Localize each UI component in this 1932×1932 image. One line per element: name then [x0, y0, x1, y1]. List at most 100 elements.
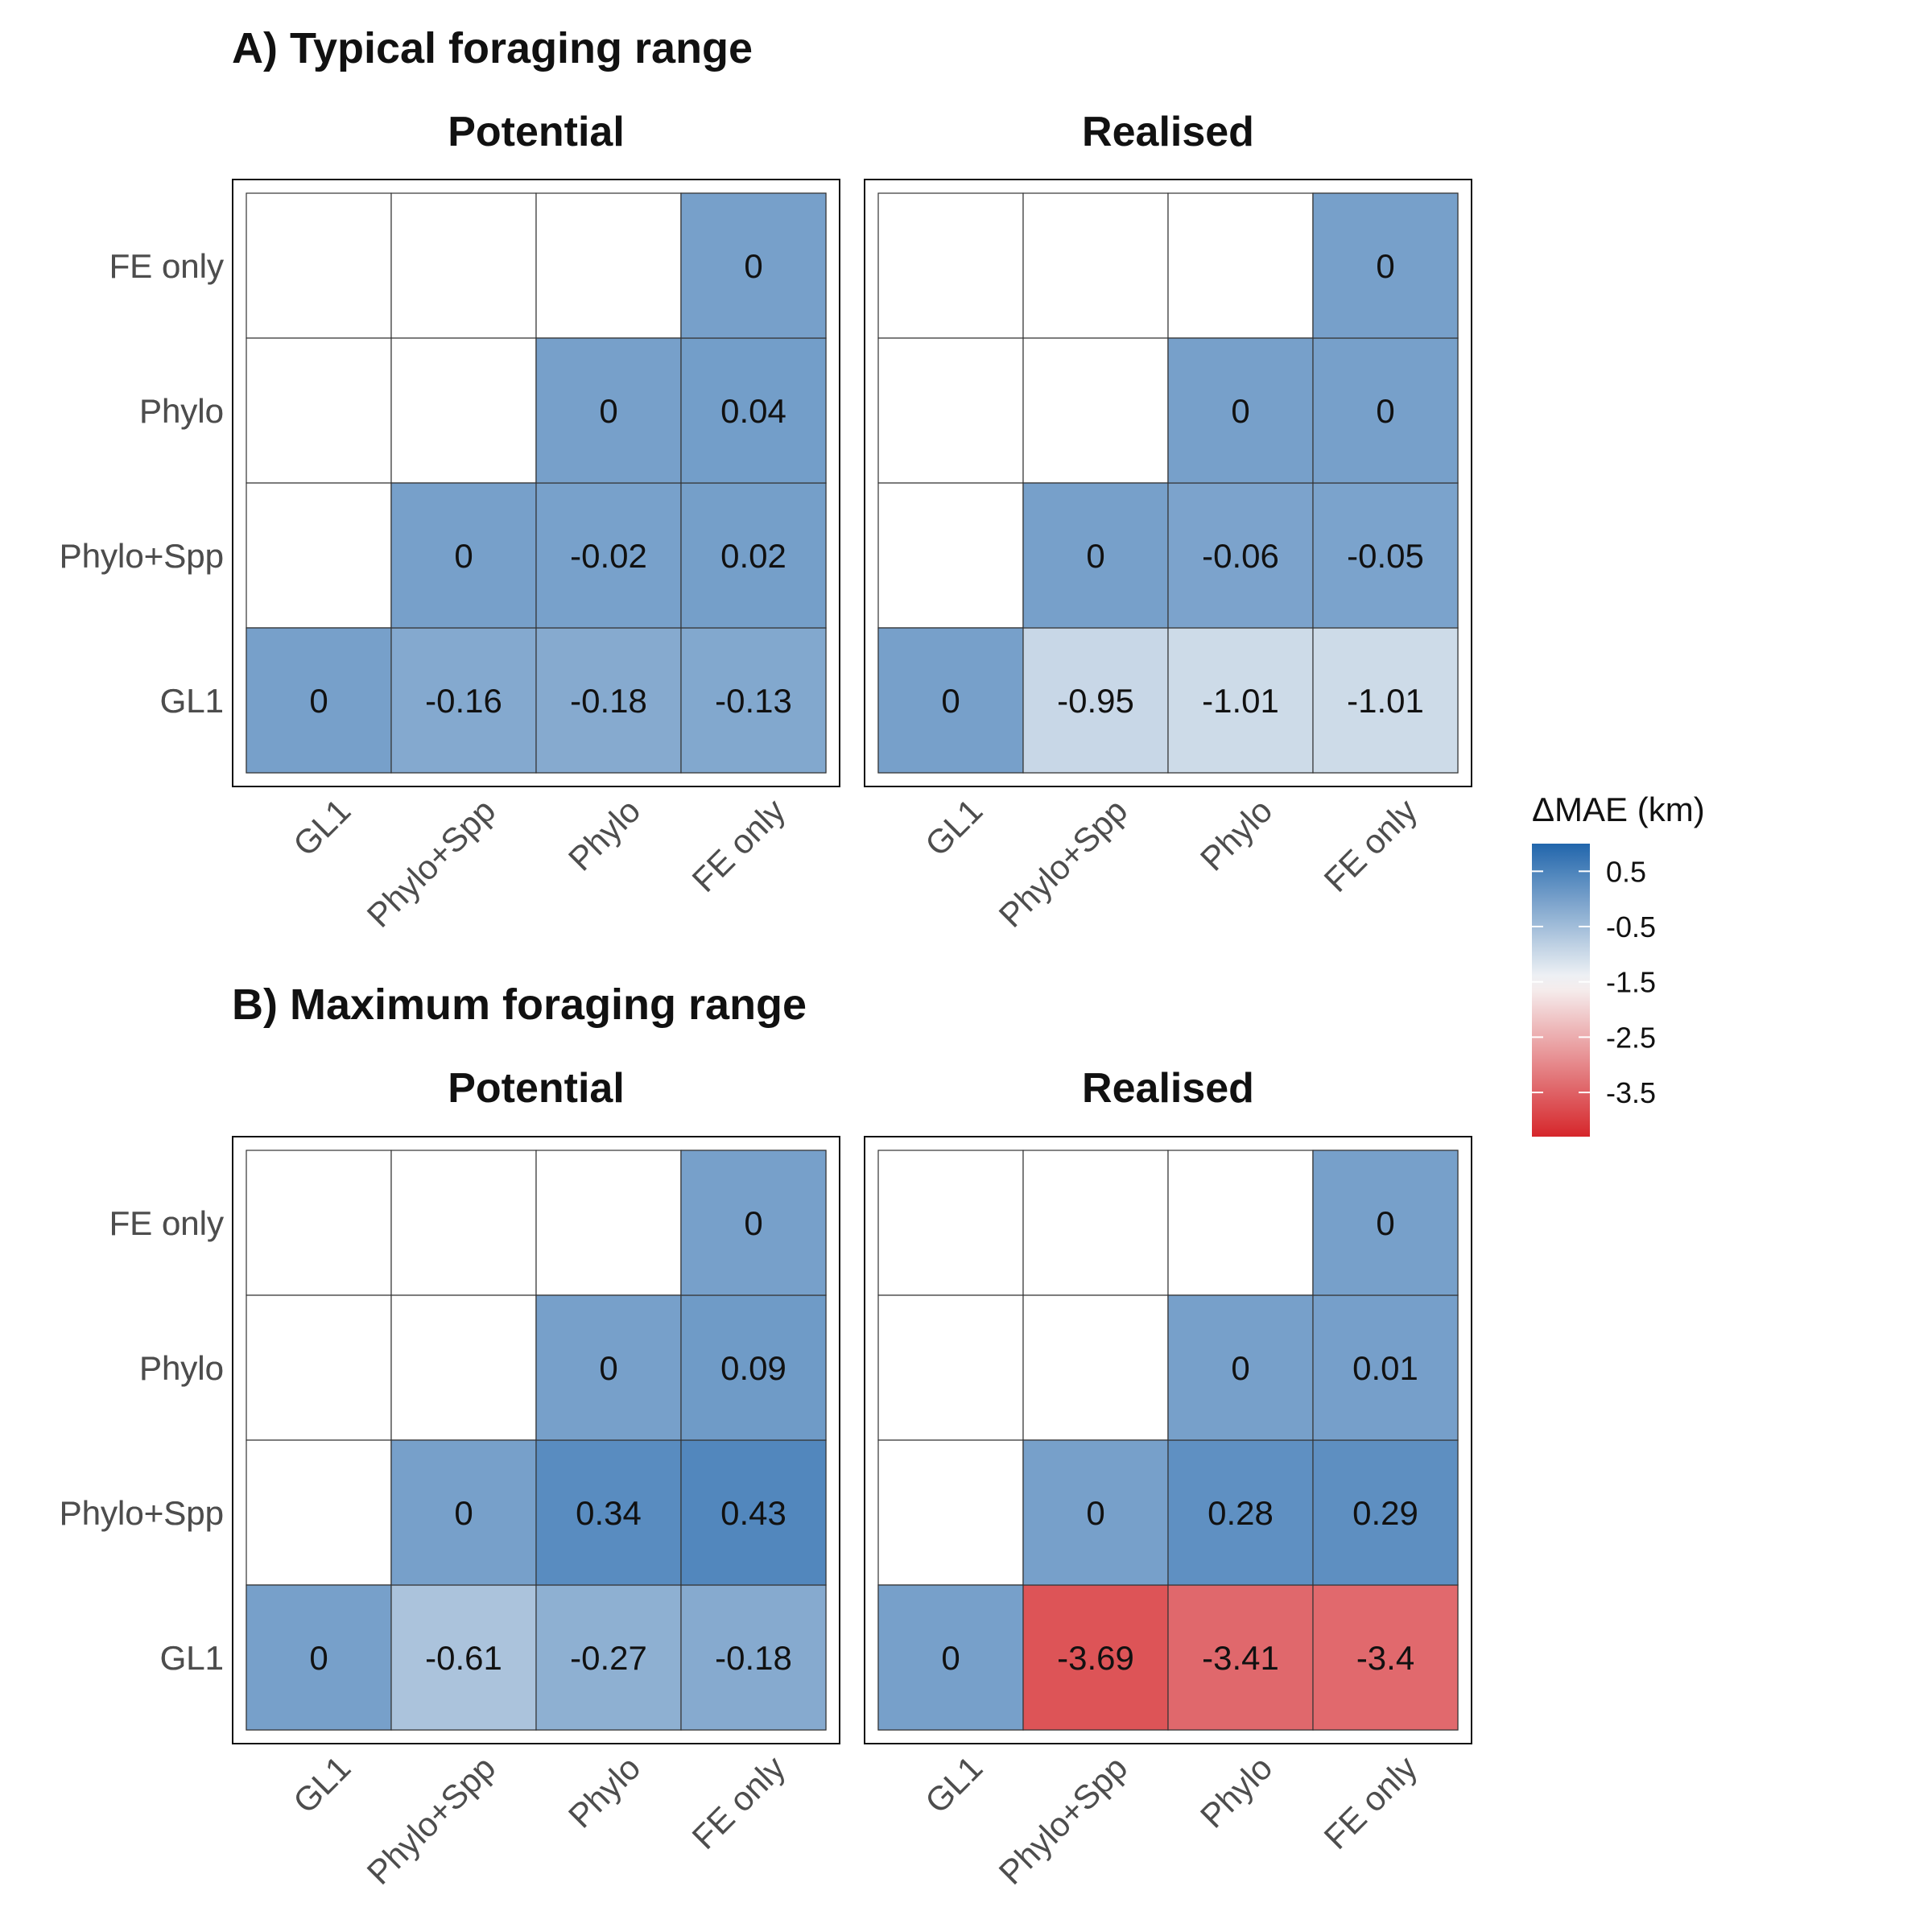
heatmap-cell [680, 1584, 827, 1731]
x-tick-label: Phylo+Spp [360, 791, 503, 935]
y-tick-label: GL1 [160, 1639, 224, 1677]
cell-value-label: 0 [744, 1204, 762, 1242]
legend-title: ΔMAE (km) [1532, 791, 1705, 828]
heatmap-cell [1312, 482, 1459, 629]
section-title: A) Typical foraging range [232, 24, 753, 72]
heatmap-cell [1312, 1439, 1459, 1586]
heatmap-cell [1312, 192, 1459, 339]
x-tick-label: Phylo [1193, 791, 1280, 878]
grid-cell [1022, 1294, 1169, 1441]
cell-value-label: 0 [1376, 1204, 1394, 1242]
cell-value-label: -0.27 [570, 1639, 647, 1677]
heatmap-cell [877, 627, 1024, 774]
heatmap-cell [535, 1439, 682, 1586]
cell-value-label: -0.61 [425, 1639, 502, 1677]
heatmap-cell [1167, 1439, 1314, 1586]
x-tick-label: GL1 [918, 791, 989, 863]
grid-cell [877, 482, 1024, 629]
cell-value-label: 0 [941, 682, 960, 720]
x-tick-label: FE only [684, 1748, 792, 1856]
heatmap-cell [1312, 1294, 1459, 1441]
y-tick-label: Phylo+Spp [60, 1494, 224, 1532]
cell-value-label: -3.41 [1202, 1639, 1279, 1677]
cell-value-label: 0.29 [1352, 1494, 1418, 1532]
cell-value-label: 0.04 [720, 392, 786, 430]
heatmap-cell [1312, 1584, 1459, 1731]
cell-value-label: 0 [941, 1639, 960, 1677]
x-tick-label: GL1 [286, 791, 357, 863]
heatmap-cell [1312, 1150, 1459, 1296]
panel-border [864, 179, 1472, 787]
cell-value-label: -0.13 [715, 682, 792, 720]
grid-cell [246, 192, 392, 339]
heatmap-cell [535, 337, 682, 484]
y-tick-label: FE only [109, 1204, 224, 1242]
cell-value-label: 0.01 [1352, 1349, 1418, 1387]
grid-cell [246, 1294, 392, 1441]
grid-cell [390, 1294, 537, 1441]
legend-tick-label: -0.5 [1606, 910, 1656, 943]
cell-value-label: -0.18 [570, 682, 647, 720]
cell-value-label: -3.4 [1356, 1639, 1414, 1677]
heatmap-cell [246, 1584, 392, 1731]
heatmap-cell [1167, 1294, 1314, 1441]
grid-cell [246, 337, 392, 484]
panel-border [232, 179, 840, 787]
heatmap-cell [1167, 482, 1314, 629]
legend-tick-label: -2.5 [1606, 1021, 1656, 1054]
heatmap-cell [390, 482, 537, 629]
x-tick-label: Phylo+Spp [360, 1748, 503, 1892]
grid-cell [246, 1439, 392, 1586]
y-tick-label: Phylo+Spp [60, 1494, 224, 1532]
cell-value-label: 0.28 [1208, 1494, 1274, 1532]
grid-cell [1022, 1150, 1169, 1296]
cell-value-label: -0.02 [570, 537, 647, 575]
grid-cell [246, 482, 392, 629]
heatmap-cell [390, 1584, 537, 1731]
x-tick-label: Phylo [561, 791, 648, 878]
y-tick-label: FE only [109, 247, 224, 285]
cell-value-label: 0.02 [720, 537, 786, 575]
x-tick-label: Phylo+Spp [992, 1748, 1135, 1892]
grid-cell [535, 1150, 682, 1296]
y-tick-label: FE only [109, 1204, 224, 1242]
y-tick-label: GL1 [160, 1639, 224, 1677]
cell-value-label: -3.69 [1057, 1639, 1134, 1677]
cell-value-label: 0.34 [576, 1494, 642, 1532]
cell-value-label: 0 [1231, 392, 1249, 430]
heatmap-cell [1167, 1584, 1314, 1731]
grid-cell [877, 337, 1024, 484]
x-tick-label: Phylo [561, 1748, 648, 1835]
y-tick-label: GL1 [160, 682, 224, 720]
panel-title: Realised [1082, 109, 1254, 155]
grid-cell [1167, 192, 1314, 339]
cell-value-label: 0 [454, 537, 473, 575]
grid-cell [1022, 337, 1169, 484]
grid-cell [390, 1150, 537, 1296]
cell-value-label: -1.01 [1347, 682, 1424, 720]
heatmap-cell [680, 192, 827, 339]
heatmap-cell [1022, 1584, 1169, 1731]
heatmap-cell [680, 337, 827, 484]
panel-title: Potential [448, 109, 625, 155]
heatmap-cell [1022, 1439, 1169, 1586]
x-tick-label: FE only [684, 791, 792, 899]
cell-value-label: -0.16 [425, 682, 502, 720]
heatmap-cell [390, 1439, 537, 1586]
grid-cell [1167, 1150, 1314, 1296]
x-tick-label: FE only [1316, 1748, 1424, 1856]
heatmap-cell [1312, 337, 1459, 484]
panel-border [232, 1136, 840, 1744]
cell-value-label: 0 [1376, 247, 1394, 285]
y-tick-label: Phylo [139, 1349, 224, 1387]
cell-value-label: 0 [454, 1494, 473, 1532]
heatmap-cell [246, 627, 392, 774]
cell-value-label: 0 [1086, 1494, 1104, 1532]
x-tick-label: GL1 [918, 1748, 989, 1820]
heatmap-cell [535, 627, 682, 774]
grid-cell [390, 192, 537, 339]
heatmap-cell [680, 1439, 827, 1586]
x-tick-label: FE only [1316, 791, 1424, 899]
heatmap-cell [680, 1150, 827, 1296]
cell-value-label: 0.09 [720, 1349, 786, 1387]
